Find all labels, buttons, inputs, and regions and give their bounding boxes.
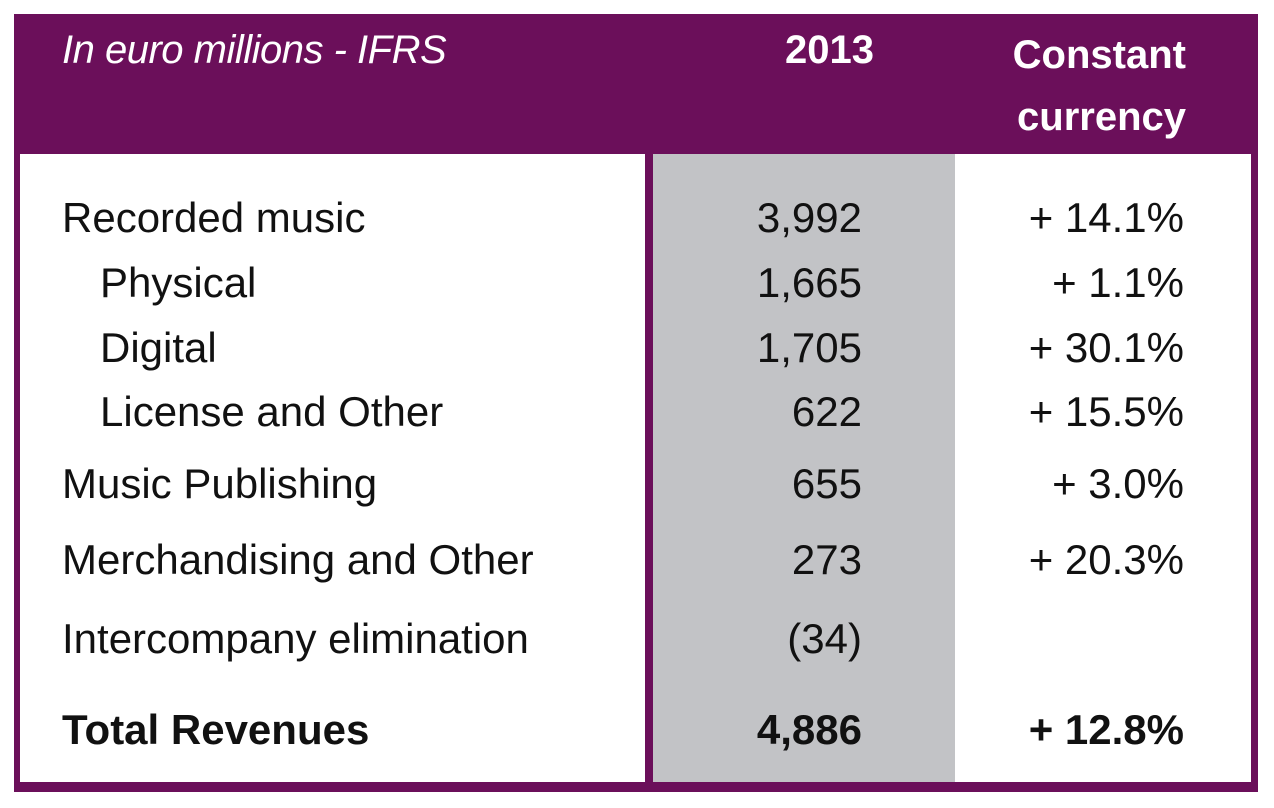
header-unit-label: In euro millions - IFRS	[62, 28, 447, 72]
table-row-music-publishing: Music Publishing 655 + 3.0%	[14, 460, 1258, 516]
table-header: In euro millions - IFRS 2013 Constant cu…	[14, 14, 1258, 154]
row-label: Recorded music	[62, 194, 366, 241]
row-label: Music Publishing	[62, 460, 378, 507]
header-year: 2013	[785, 28, 874, 72]
header-constant-currency-line1: Constant	[1012, 33, 1186, 77]
row-change: + 30.1%	[1028, 324, 1184, 371]
year-column-panel	[653, 154, 955, 782]
row-value: 655	[791, 460, 862, 507]
row-value: (34)	[787, 615, 862, 662]
row-value: 622	[791, 388, 862, 435]
table-row-license-and-other: License and Other 622 + 15.5%	[14, 388, 1258, 444]
row-change: + 15.5%	[1028, 388, 1184, 435]
header-constant-currency: Constant currency	[974, 24, 1186, 148]
row-value: 3,992	[756, 194, 862, 241]
label-column-panel	[20, 154, 645, 782]
row-label: Digital	[100, 324, 217, 371]
row-label: Merchandising and Other	[62, 536, 534, 583]
row-value: 1,705	[756, 324, 862, 371]
row-change: + 14.1%	[1028, 194, 1184, 241]
row-change: + 12.8%	[1028, 706, 1184, 753]
table-row-merchandising: Merchandising and Other 273 + 20.3%	[14, 536, 1258, 592]
table-row-physical: Physical 1,665 + 1.1%	[14, 259, 1258, 315]
row-value: 4,886	[756, 706, 862, 753]
table-row-recorded-music: Recorded music 3,992 + 14.1%	[14, 194, 1258, 250]
row-value: 1,665	[756, 259, 862, 306]
row-label: Physical	[100, 259, 257, 306]
change-column-panel	[955, 154, 1251, 782]
table-row-digital: Digital 1,705 + 30.1%	[14, 324, 1258, 380]
row-label: Intercompany elimination	[62, 615, 529, 662]
row-change: + 1.1%	[1052, 259, 1184, 306]
row-change: + 3.0%	[1052, 460, 1184, 507]
header-constant-currency-line2: currency	[1017, 95, 1186, 139]
row-label: Total Revenues	[62, 706, 370, 753]
row-value: 273	[791, 536, 862, 583]
row-change: + 20.3%	[1028, 536, 1184, 583]
table-row-total-revenues: Total Revenues 4,886 + 12.8%	[14, 706, 1258, 762]
row-label: License and Other	[100, 388, 444, 435]
revenue-table: In euro millions - IFRS 2013 Constant cu…	[14, 14, 1258, 792]
table-row-intercompany-elimination: Intercompany elimination (34)	[14, 615, 1258, 671]
